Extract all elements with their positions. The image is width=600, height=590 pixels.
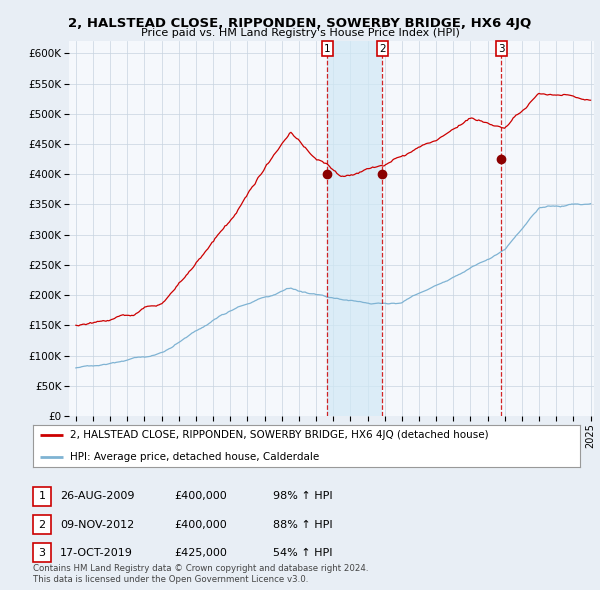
Text: 2, HALSTEAD CLOSE, RIPPONDEN, SOWERBY BRIDGE, HX6 4JQ: 2, HALSTEAD CLOSE, RIPPONDEN, SOWERBY BR… (68, 17, 532, 30)
Text: 1: 1 (324, 44, 331, 54)
Text: 17-OCT-2019: 17-OCT-2019 (60, 548, 133, 558)
Text: 09-NOV-2012: 09-NOV-2012 (60, 520, 134, 529)
Text: HPI: Average price, detached house, Calderdale: HPI: Average price, detached house, Cald… (70, 452, 319, 461)
Text: £400,000: £400,000 (174, 491, 227, 501)
Text: £400,000: £400,000 (174, 520, 227, 529)
Text: £425,000: £425,000 (174, 548, 227, 558)
Text: 88% ↑ HPI: 88% ↑ HPI (273, 520, 332, 529)
Text: This data is licensed under the Open Government Licence v3.0.: This data is licensed under the Open Gov… (33, 575, 308, 584)
Text: 1: 1 (38, 491, 46, 501)
Text: 2, HALSTEAD CLOSE, RIPPONDEN, SOWERBY BRIDGE, HX6 4JQ (detached house): 2, HALSTEAD CLOSE, RIPPONDEN, SOWERBY BR… (70, 431, 489, 440)
Text: 3: 3 (38, 548, 46, 558)
Text: Price paid vs. HM Land Registry's House Price Index (HPI): Price paid vs. HM Land Registry's House … (140, 28, 460, 38)
Text: 2: 2 (38, 520, 46, 529)
Text: 54% ↑ HPI: 54% ↑ HPI (273, 548, 332, 558)
Text: 98% ↑ HPI: 98% ↑ HPI (273, 491, 332, 501)
Text: 26-AUG-2009: 26-AUG-2009 (60, 491, 134, 501)
Text: 2: 2 (379, 44, 386, 54)
Text: 3: 3 (498, 44, 505, 54)
Bar (327, 41, 382, 416)
Text: Contains HM Land Registry data © Crown copyright and database right 2024.: Contains HM Land Registry data © Crown c… (33, 565, 368, 573)
